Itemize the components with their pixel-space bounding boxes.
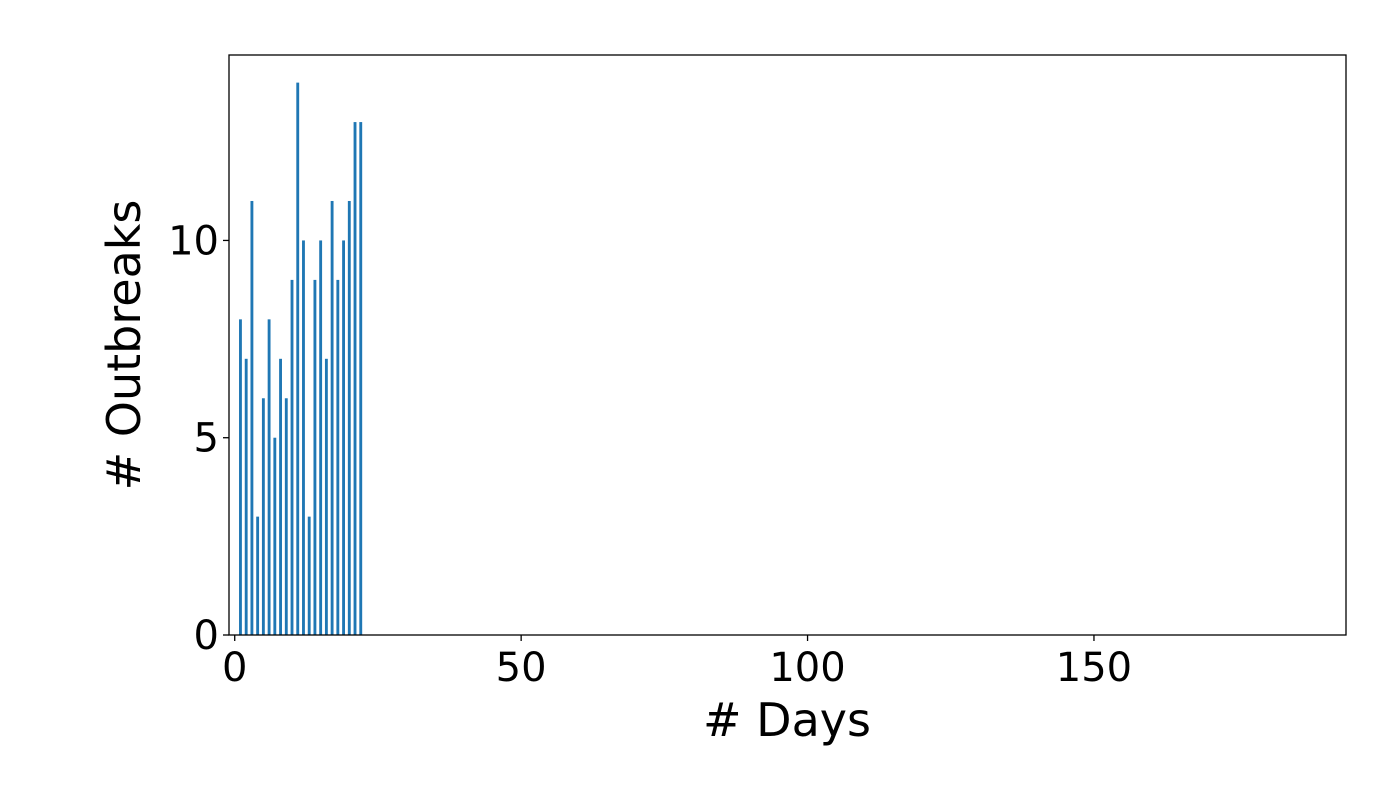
- bar: [313, 279, 317, 635]
- plot-area-frame: [228, 54, 1347, 636]
- y-tick-label: 10: [168, 218, 219, 264]
- bar: [359, 122, 363, 635]
- bar: [296, 82, 300, 636]
- y-tick-label: 0: [194, 613, 219, 659]
- y-axis-label: # Outbreaks: [97, 200, 151, 491]
- bar: [244, 358, 248, 635]
- bars-layer: [239, 82, 363, 636]
- bar: [290, 279, 294, 635]
- bar: [256, 516, 260, 635]
- bar: [273, 437, 277, 635]
- x-axis-label: # Days: [703, 693, 871, 747]
- x-tick-label: 150: [1056, 645, 1132, 691]
- bar: [261, 398, 265, 635]
- y-axis-ticks: 0 5 10: [168, 218, 229, 659]
- x-tick-label: 50: [496, 645, 547, 691]
- bar: [302, 240, 305, 635]
- x-axis-ticks: 0 50 100 150: [222, 635, 1132, 691]
- bar: [250, 200, 254, 635]
- y-tick-label: 5: [194, 416, 219, 462]
- x-tick-label: 0: [222, 645, 247, 691]
- bar: [307, 516, 311, 635]
- bar: [267, 319, 271, 635]
- bar: [284, 398, 288, 635]
- x-tick-label: 100: [769, 645, 845, 691]
- bar: [239, 319, 242, 635]
- bar: [324, 358, 328, 635]
- bar: [347, 200, 351, 635]
- bar: [336, 279, 340, 635]
- bar: [353, 122, 357, 635]
- bar: [319, 240, 323, 635]
- bar: [342, 240, 345, 635]
- bar: [330, 200, 334, 635]
- bar: [279, 358, 282, 635]
